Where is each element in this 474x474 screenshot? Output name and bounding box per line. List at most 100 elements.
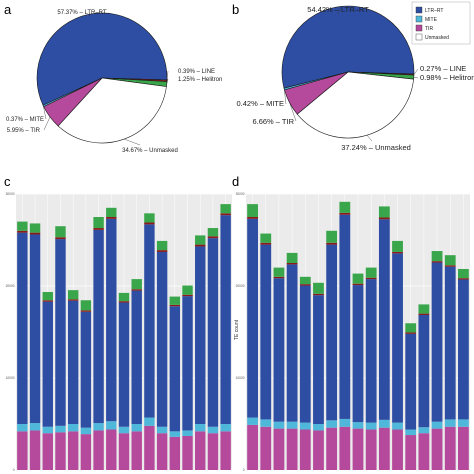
bar-d-2-segment-tir (260, 426, 272, 470)
bar-c-12-segment-ltr-rt (156, 251, 168, 427)
bar-c-1-segment-helitron (17, 221, 28, 231)
pie-b-leader-helitron (413, 76, 419, 79)
bar-d-13-segment-tir (405, 435, 417, 470)
pie-b-leader-line (413, 68, 419, 75)
bar-d-9-segment-helitron (352, 273, 364, 284)
bar-c-8-segment-mite (106, 421, 117, 430)
bar-d-6-segment-helitron (313, 282, 324, 294)
bar-d-17-segment-helitron (458, 268, 469, 279)
bar-c-16-segment-helitron (207, 228, 219, 237)
pie-b-label-helitron: 0.98% – Helitron (420, 73, 474, 82)
bar-c-3-segment-ltr-rt (42, 301, 53, 427)
bar-c-6-segment-tir (80, 434, 92, 470)
bar-d-9-segment-mite (352, 422, 364, 429)
bar-d-2-segment-mite (260, 419, 272, 427)
bar-d-7-segment-tir (326, 427, 338, 470)
legend-label-mite: MITE (425, 17, 438, 23)
bar-d-17-segment-ltr-rt (458, 279, 469, 420)
bar-d-17-segment-mite (458, 419, 469, 427)
legend-label-ltr-rt: LTR–RT (425, 8, 443, 14)
bar-d-6-segment-tir (313, 430, 324, 470)
bar-d-11-segment-ltr-rt (378, 219, 390, 420)
bar-d-5-segment-ltr-rt (299, 285, 311, 423)
pie-b-label-unmasked: 37.24% – Unmasked (341, 143, 411, 152)
bar-d-15-segment-line (431, 261, 443, 263)
bar-d-11-segment-helitron (378, 206, 390, 218)
bar-d-13-segment-mite (405, 429, 417, 436)
bar-c-14-segment-tir (182, 435, 193, 470)
bar-c-2-segment-ltr-rt (29, 234, 41, 424)
bar-c-15-segment-tir (195, 431, 206, 470)
pie-b-label-mite: 0.42% – MITE (236, 99, 284, 108)
bar-d-6-segment-line (313, 293, 324, 296)
bar-d-16-segment-mite (444, 419, 456, 427)
bar-c-5-segment-mite (67, 424, 79, 432)
bar-c-7-segment-helitron (93, 217, 104, 229)
legend-label-tir: TIR (425, 26, 433, 32)
pie-a-leader-line (166, 70, 169, 81)
bar-d-12-segment-mite (392, 422, 403, 430)
bar-c-13-segment-mite (169, 431, 181, 437)
bar-c-4-segment-tir (55, 432, 66, 470)
pie-b-label-tir: 6.66% – TIR (252, 117, 294, 126)
pie-a-leader-tir (43, 116, 51, 131)
bar-c-y-tick-label: 20000 (6, 284, 15, 288)
bar-c-10-segment-ltr-rt (131, 290, 142, 424)
bar-c-2-segment-tir (29, 430, 41, 470)
bar-d-4-segment-tir (286, 428, 298, 470)
bar-c-5-segment-tir (67, 431, 79, 470)
bar-c-7-segment-line (93, 228, 104, 230)
bar-d-4-segment-line (286, 263, 298, 265)
bar-chart-d: 0 10000 20000 30000 (236, 192, 470, 472)
bar-c-16-segment-line (207, 236, 219, 239)
bar-d-7-segment-line (326, 242, 338, 245)
bar-d-3-segment-helitron (273, 267, 285, 277)
bar-c-7-segment-ltr-rt (93, 229, 104, 424)
y-axis-title-d: TE count (234, 319, 240, 340)
bar-d-12-segment-tir (392, 429, 403, 470)
bar-d-2-segment-helitron (260, 233, 272, 243)
bar-c-14-segment-mite (182, 430, 193, 436)
bar-c-1-segment-tir (17, 431, 28, 470)
bar-c-4-segment-line (55, 237, 66, 240)
bar-c-9-segment-ltr-rt (118, 302, 130, 427)
bar-d-y-tick-label: 20000 (236, 284, 245, 288)
legend-swatch-unmasked (415, 33, 423, 41)
pie-a-label-mite: 0.37% – MITE (6, 117, 44, 123)
bar-c-3-segment-mite (42, 426, 53, 434)
pie-b-label-ltr-rt: 54.42% – LTR–RT (307, 5, 369, 14)
bar-c-11-segment-ltr-rt (144, 224, 155, 418)
bar-d-12-segment-helitron (392, 240, 403, 252)
bar-c-3-segment-helitron (42, 291, 53, 301)
pie-a-leader-mite (43, 105, 47, 120)
bar-c-10-segment-line (131, 289, 142, 291)
bar-d-5-segment-tir (299, 429, 311, 470)
bar-d-10-segment-line (365, 277, 377, 280)
bar-d-7-segment-mite (326, 420, 338, 428)
bar-c-11-segment-tir (144, 425, 155, 470)
bar-c-y-tick-label: 30000 (6, 192, 15, 196)
bar-c-2-segment-line (29, 232, 41, 235)
bar-chart-c: 0 10000 20000 30000 (6, 192, 232, 472)
bar-d-14-segment-tir (418, 433, 430, 470)
bar-c-4-segment-mite (55, 425, 66, 433)
bar-c-6-segment-helitron (80, 300, 92, 311)
bar-c-5-segment-helitron (67, 290, 79, 300)
bar-d-15-segment-helitron (431, 251, 443, 262)
bar-c-10-segment-mite (131, 424, 142, 432)
bar-d-1-segment-ltr-rt (247, 218, 258, 418)
bar-c-2-segment-helitron (29, 223, 41, 233)
bar-c-17-segment-mite (220, 424, 231, 432)
bar-d-4-segment-mite (286, 421, 298, 429)
bar-c-4-segment-ltr-rt (55, 239, 66, 426)
bar-d-15-segment-tir (431, 428, 443, 470)
bar-c-11-segment-mite (144, 417, 155, 426)
bar-c-13-segment-ltr-rt (169, 306, 181, 432)
bar-c-7-segment-mite (93, 423, 104, 431)
bar-c-13-segment-tir (169, 436, 181, 470)
bar-d-2-segment-ltr-rt (260, 244, 272, 420)
bar-c-5-segment-ltr-rt (67, 300, 79, 424)
bar-c-11-segment-helitron (144, 213, 155, 223)
pie-a-leader-ltr-rt (88, 14, 91, 17)
pie-a-label-ltr-rt: 57.37% – LTR–RT (57, 10, 106, 16)
